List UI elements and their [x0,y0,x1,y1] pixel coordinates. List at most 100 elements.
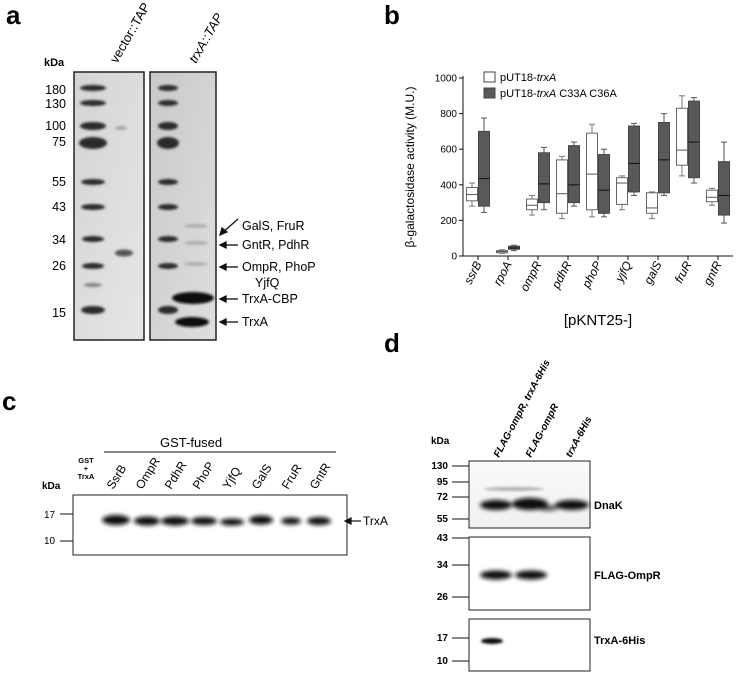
marker-180: 180 [45,83,66,97]
x-tick-label: yjfQ [612,259,635,285]
band-label-ompr-phop: OmpR, PhoP [242,260,316,274]
control-lane-label: GST + TrxA [78,456,95,481]
box [616,177,628,205]
y-tick-label: 0 [451,252,457,263]
box [526,198,538,211]
lane-pdhr: PdhR [162,458,190,491]
box [658,122,670,194]
marker-17-c: 17 [44,510,56,521]
band-label-yjfq: YjfQ [255,276,280,290]
box [676,107,688,166]
marker-100: 100 [45,119,66,133]
svg-text:+: + [84,464,89,473]
box [628,125,640,193]
svg-text:72: 72 [437,492,449,503]
svg-text:55: 55 [437,514,449,525]
trxa-arrow-c [343,517,361,525]
y-tick-label: 600 [440,145,457,156]
group-label-gst-fused: GST-fused [160,435,222,450]
gel-trxa-tap [149,71,217,341]
x-tick-label: ssrB [461,259,485,287]
x-tick-label: ompR [517,259,545,294]
band-arrows-a [218,218,239,327]
marker-55: 55 [52,175,66,189]
lane-flag-ompr: FLAG-ompR [524,402,562,460]
y-tick-label: 400 [440,180,457,191]
marker-43: 43 [52,200,66,214]
box [556,159,568,214]
marker-26: 26 [52,259,66,273]
marker-15: 15 [52,306,66,320]
band-label-gntr-pdhr: GntR, PdhR [242,238,309,252]
x-tick-label: pdhR [548,259,574,292]
svg-text:17: 17 [437,633,449,644]
lane-label-trxa-tap: trxA::TAP [186,10,226,65]
y-tick-label: 800 [440,109,457,120]
gel-vector-tap [73,71,145,341]
x-tick-label: rpoA [490,259,514,288]
svg-text:26: 26 [437,592,449,603]
legend-label: pUT18-trxA [500,72,556,84]
svg-text:10: 10 [437,656,449,667]
panel-letter-a: a [6,0,21,30]
lane-yjfq: YjfQ [220,464,244,491]
blot-trxa-6his [468,618,591,672]
legend-label: pUT18-trxA C33A C36A [500,88,617,100]
marker-34: 34 [52,233,66,247]
lane-ompr: OmpR [133,454,163,491]
svg-text:95: 95 [437,477,449,488]
marker-10-c: 10 [44,536,56,547]
lane-trxa-6his: trxA-6His [564,415,595,460]
legend-swatch [483,87,496,99]
y-axis-label: β-galactosidase activity (M.U.) [403,87,417,248]
box [538,152,550,204]
legend-swatch [483,71,496,83]
panel-letter-d: d [384,328,400,358]
box [586,132,598,211]
svg-text:GST: GST [78,456,94,465]
kda-label: kDa [44,57,65,69]
band-label-trxa: TrxA [242,315,269,329]
kda-label-c: kDa [42,481,61,492]
y-tick-label: 200 [440,216,457,227]
box [646,192,658,214]
panel-letter-c: c [2,386,16,416]
band-label-trxa-cbp: TrxA-CBP [242,292,298,306]
lane-label-vector-tap: vector::TAP [107,0,153,65]
box [718,161,730,216]
box [568,145,580,204]
blot-label-dnak: DnaK [594,500,623,512]
band-label-trxa-c: TrxA [363,514,388,528]
x-axis-label: [pKNT25-] [564,312,632,329]
box [598,154,610,214]
blot-c [72,494,348,556]
kda-label-d: kDa [431,436,450,447]
x-tick-label: galS [641,259,665,287]
panel-letter-b: b [384,0,400,30]
lane-phop: PhoP [190,459,217,491]
marker-labels-a: 180 130 100 75 55 43 34 26 15 [45,83,66,320]
box [478,130,490,207]
lane-ssrb: SsrB [104,462,130,491]
box [706,189,718,203]
lane-labels-c: SsrB OmpR PdhR PhoP YjfQ GalS FruR GntR [104,454,334,491]
lane-flag-ompr-trxa-6his: FLAG-ompR, trxA-6His [492,358,553,460]
x-tick-label: gntR [700,259,724,288]
blot-label-trxa-6his: TrxA-6His [594,635,645,647]
lane-frur: FruR [279,461,305,491]
marker-75: 75 [52,135,66,149]
x-tick-label: phoP [579,259,605,291]
marker-labels-d: 130 95 72 55 43 34 26 17 10 [431,461,448,667]
box [688,100,700,179]
blot-label-flag-ompr: FLAG-OmpR [594,570,661,582]
blot-flag-ompr [468,536,591,611]
band-label-gals-frur: GalS, FruR [242,219,305,233]
svg-text:43: 43 [437,533,449,544]
lane-labels-d: FLAG-ompR, trxA-6His FLAG-ompR trxA-6His [492,358,595,460]
svg-text:34: 34 [437,560,449,571]
blot-dnak [468,460,591,529]
lane-gals: GalS [249,462,275,492]
svg-text:TrxA: TrxA [78,472,95,481]
marker-130: 130 [45,97,66,111]
